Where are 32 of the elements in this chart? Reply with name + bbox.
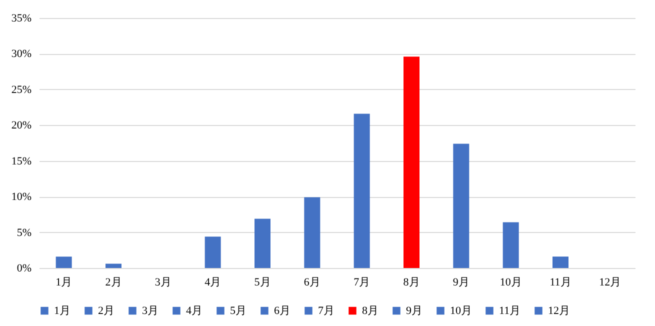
legend-label: 6月 — [274, 304, 290, 317]
legend-label: 4月 — [186, 304, 202, 317]
legend-label: 5月 — [230, 304, 246, 317]
legend-label: 11月 — [499, 304, 521, 317]
x-tick-label: 4月 — [204, 276, 222, 288]
legend-label: 12月 — [548, 304, 570, 317]
x-tick-label: 8月 — [403, 276, 420, 288]
legend-label: 7月 — [318, 304, 334, 317]
x-tick-label: 1月 — [56, 276, 72, 288]
legend-label: 8月 — [362, 304, 378, 317]
y-tick-label: 35% — [11, 12, 32, 24]
y-tick-label: 0% — [16, 262, 32, 274]
y-tick-label: 20% — [11, 120, 32, 132]
legend-label: 3月 — [142, 304, 158, 317]
legend-label: 9月 — [406, 304, 422, 317]
legend-label: 10月 — [450, 304, 472, 317]
y-tick-label: 5% — [16, 226, 32, 239]
x-tick-label: 3月 — [154, 276, 172, 288]
y-tick-label: 10% — [11, 191, 32, 204]
x-tick-label: 12月 — [599, 276, 622, 288]
legend-label: 2月 — [98, 304, 114, 317]
x-tick-label: 7月 — [354, 276, 370, 288]
legend-label: 1月 — [54, 304, 70, 317]
x-tick-label: 10月 — [500, 276, 522, 288]
y-tick-label: 15% — [11, 155, 32, 168]
x-tick-label: 2月 — [105, 276, 122, 288]
x-tick-label: 11月 — [550, 276, 572, 288]
y-tick-label: 25% — [11, 84, 32, 96]
y-tick-label: 30% — [11, 48, 32, 60]
x-tick-label: 9月 — [452, 276, 470, 288]
x-tick-label: 5月 — [254, 276, 271, 288]
x-tick-label: 6月 — [304, 276, 320, 288]
